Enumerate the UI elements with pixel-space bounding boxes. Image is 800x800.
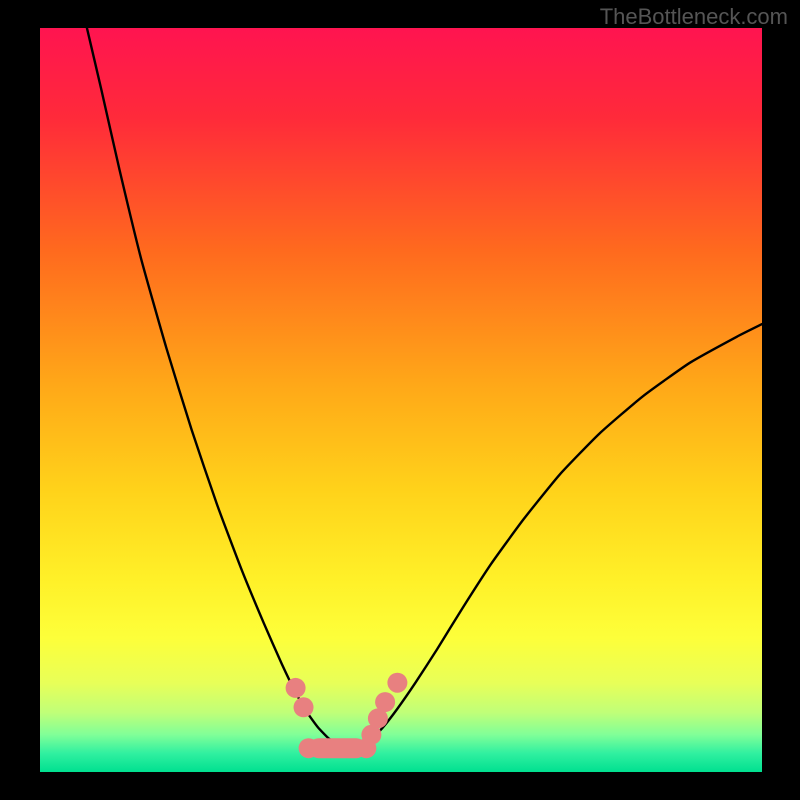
- curve-marker-dot: [286, 678, 306, 698]
- watermark-text: TheBottleneck.com: [600, 4, 788, 30]
- curve-marker-dot: [387, 673, 407, 693]
- plot-background: [40, 28, 762, 772]
- curve-marker-dot: [294, 697, 314, 717]
- plot-svg: [0, 0, 800, 800]
- stage: TheBottleneck.com: [0, 0, 800, 800]
- curve-marker-dot: [375, 692, 395, 712]
- curve-marker-dot: [356, 738, 376, 758]
- curve-marker-dot: [299, 738, 319, 758]
